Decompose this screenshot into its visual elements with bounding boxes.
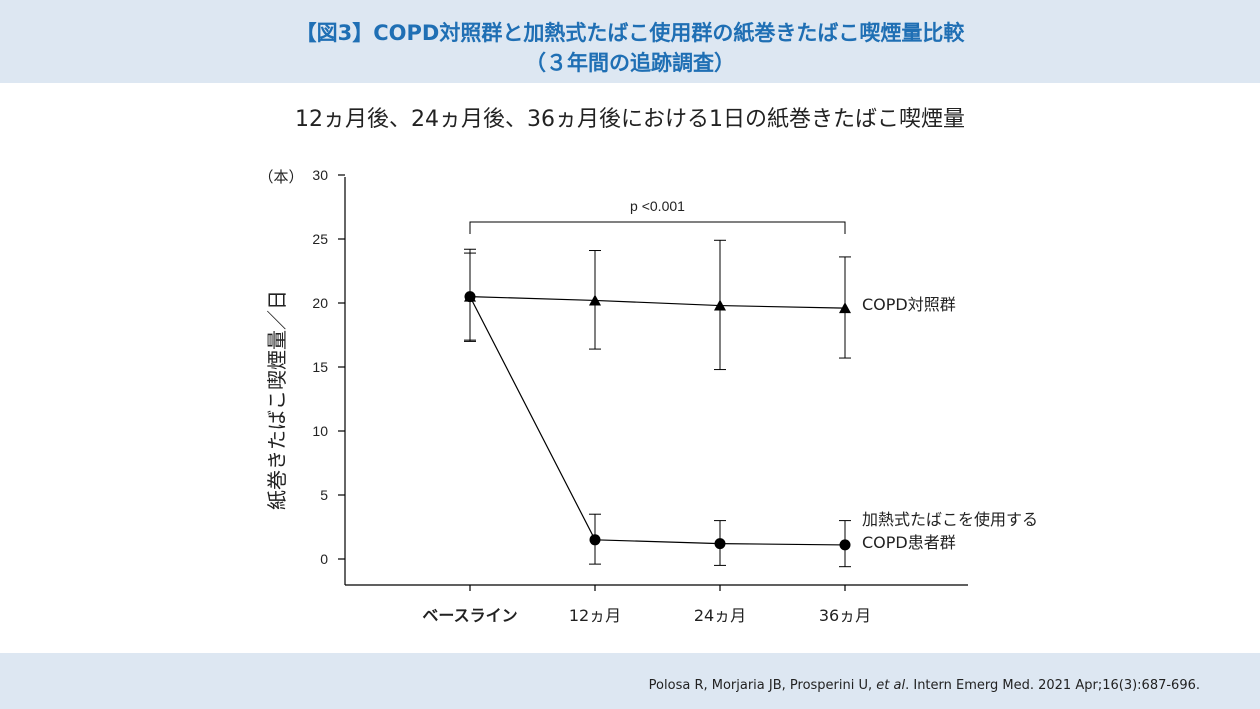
chart-subtitle: 12ヵ月後、24ヵ月後、36ヵ月後における1日の紙巻きたばこ喫煙量: [295, 107, 965, 132]
citation: Polosa R, Morjaria JB, Prosperini U, et …: [649, 678, 1200, 693]
citation-authors: Polosa R, Morjaria JB, Prosperini U,: [648, 678, 877, 693]
y-tick-label: 5: [320, 487, 328, 503]
page-title: 【図3】COPD対照群と加熱式たばこ使用群の紙巻きたばこ喫煙量比較: [295, 21, 965, 45]
x-tick-label: 36ヵ月: [819, 606, 871, 625]
series-label-htp-line2: COPD患者群: [862, 533, 956, 552]
circle-marker: [589, 534, 601, 546]
x-tick-label: ベースライン: [422, 606, 517, 625]
page-title-sub: （３年間の追跡調査）: [525, 51, 735, 75]
chart-series: [464, 239, 851, 568]
bracket-line: [469, 221, 846, 234]
line-chart: 0 5 10 15 20 25 30 ベースライン 12ヵ月 24ヵ月 36ヵ月 （本） 紙巻きたばこ喫…: [258, 167, 1038, 625]
significance-bracket: p <0.001: [469, 198, 846, 234]
y-tick-label: 0: [320, 551, 328, 567]
triangle-marker: [714, 299, 726, 311]
series-label-copd-control: COPD対照群: [862, 295, 956, 314]
triangle-marker: [589, 294, 601, 306]
footer-banner: Polosa R, Morjaria JB, Prosperini U, et …: [0, 653, 1260, 709]
citation-source: . Intern Emerg Med. 2021 Apr;16(3):687-6…: [905, 678, 1200, 693]
y-tick-label: 20: [312, 295, 328, 311]
series-label-htp-line1: 加熱式たばこを使用する: [862, 510, 1038, 529]
citation-etal: et al: [876, 678, 906, 693]
circle-marker: [464, 291, 476, 303]
series-line-0: [469, 296, 846, 309]
y-axis-label: 紙巻きたばこ喫煙量／日: [265, 290, 289, 510]
series-line-1: [469, 296, 846, 546]
x-tick-label: 24ヵ月: [694, 606, 746, 625]
x-tick-label: 12ヵ月: [569, 606, 621, 625]
triangle-marker: [839, 302, 851, 314]
y-unit-label: （本）: [258, 168, 303, 186]
p-value-label: p <0.001: [630, 198, 685, 214]
chart-axes: 0 5 10 15 20 25 30 ベースライン 12ヵ月 24ヵ月 36ヵ月 （本） 紙巻きたばこ喫…: [258, 167, 968, 625]
circle-marker: [714, 538, 726, 550]
circle-marker: [839, 539, 851, 551]
y-tick-label: 30: [312, 167, 328, 183]
y-tick-label: 10: [312, 423, 328, 439]
y-tick-label: 15: [312, 359, 328, 375]
header-banner: 【図3】COPD対照群と加熱式たばこ使用群の紙巻きたばこ喫煙量比較 （３年間の追…: [0, 0, 1260, 83]
y-tick-label: 25: [312, 231, 328, 247]
